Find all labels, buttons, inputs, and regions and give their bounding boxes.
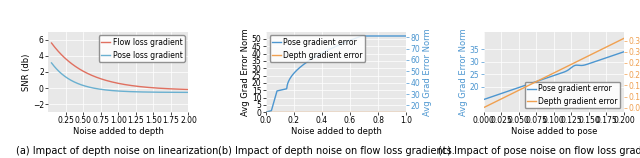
Pose gradient error xyxy=(358,35,365,37)
Flow loss gradient xyxy=(113,82,120,84)
Pose gradient error xyxy=(338,43,346,45)
Pose gradient error xyxy=(346,40,353,42)
Pose gradient error xyxy=(617,52,625,54)
X-axis label: Noise added to pose: Noise added to pose xyxy=(511,127,597,136)
Y-axis label: Avg Grad Error Norm: Avg Grad Error Norm xyxy=(460,28,468,116)
Pose gradient error xyxy=(556,73,563,75)
Flow loss gradient xyxy=(185,88,193,90)
Pose loss gradient xyxy=(185,91,193,93)
Pose gradient error xyxy=(547,76,554,78)
Depth gradient error xyxy=(547,73,555,75)
Depth gradient error xyxy=(563,65,571,67)
Line: Depth gradient error: Depth gradient error xyxy=(483,38,624,108)
Text: (b) Impact of depth noise on flow loss gradients.: (b) Impact of depth noise on flow loss g… xyxy=(218,146,454,156)
Pose gradient error xyxy=(330,47,337,49)
Y-axis label: SNR (db): SNR (db) xyxy=(22,53,31,91)
Line: Pose loss gradient: Pose loss gradient xyxy=(51,63,189,92)
Legend: Pose gradient error, Depth gradient error: Pose gradient error, Depth gradient erro… xyxy=(269,35,365,62)
Depth gradient error xyxy=(479,107,487,109)
Pose loss gradient xyxy=(47,62,55,64)
Depth gradient error xyxy=(399,111,406,113)
Depth gradient error xyxy=(329,111,337,113)
Depth gradient error xyxy=(338,111,346,113)
Depth gradient error xyxy=(403,111,410,113)
Line: Flow loss gradient: Flow loss gradient xyxy=(51,43,189,89)
Depth gradient error xyxy=(346,111,353,113)
X-axis label: Noise added to depth: Noise added to depth xyxy=(73,127,164,136)
Pose gradient error xyxy=(399,35,407,37)
Depth gradient error xyxy=(595,50,602,52)
Flow loss gradient xyxy=(181,88,189,90)
Pose gradient error xyxy=(620,51,628,53)
Pose loss gradient xyxy=(181,91,189,93)
Flow loss gradient xyxy=(122,84,129,86)
Pose loss gradient xyxy=(113,90,121,92)
Line: Pose gradient error: Pose gradient error xyxy=(266,36,406,112)
Depth gradient error xyxy=(620,37,628,39)
Pose loss gradient xyxy=(129,91,137,93)
Depth gradient error xyxy=(556,69,563,71)
Text: (a) Impact of depth noise on linearization.: (a) Impact of depth noise on linearizati… xyxy=(15,146,221,156)
Text: (c) Impact of pose noise on flow loss gradients.: (c) Impact of pose noise on flow loss gr… xyxy=(438,146,640,156)
Pose gradient error xyxy=(595,59,602,61)
Line: Pose gradient error: Pose gradient error xyxy=(483,52,624,100)
Pose gradient error xyxy=(378,35,385,37)
Depth gradient error xyxy=(547,74,554,76)
Pose loss gradient xyxy=(122,91,129,92)
Legend: Pose gradient error, Depth gradient error: Pose gradient error, Depth gradient erro… xyxy=(525,82,620,108)
Flow loss gradient xyxy=(129,85,137,87)
Pose loss gradient xyxy=(113,90,120,92)
Flow loss gradient xyxy=(113,82,121,84)
Pose gradient error xyxy=(563,70,571,72)
Pose gradient error xyxy=(403,35,410,37)
Pose loss gradient xyxy=(160,91,168,93)
Pose gradient error xyxy=(479,99,487,100)
Y-axis label: Avg Grad Error Norm: Avg Grad Error Norm xyxy=(241,28,250,116)
Depth gradient error xyxy=(330,111,337,113)
Depth gradient error xyxy=(617,39,625,41)
Pose gradient error xyxy=(329,47,337,49)
Depth gradient error xyxy=(377,111,385,113)
Pose gradient error xyxy=(262,111,269,113)
Flow loss gradient xyxy=(160,88,168,89)
Pose gradient error xyxy=(547,76,555,78)
Flow loss gradient xyxy=(47,42,55,44)
Y-axis label: Avg Grad Error Norm: Avg Grad Error Norm xyxy=(423,28,432,116)
Depth gradient error xyxy=(262,111,269,113)
X-axis label: Noise added to depth: Noise added to depth xyxy=(291,127,381,136)
Legend: Flow loss gradient, Pose loss gradient: Flow loss gradient, Pose loss gradient xyxy=(99,35,185,62)
